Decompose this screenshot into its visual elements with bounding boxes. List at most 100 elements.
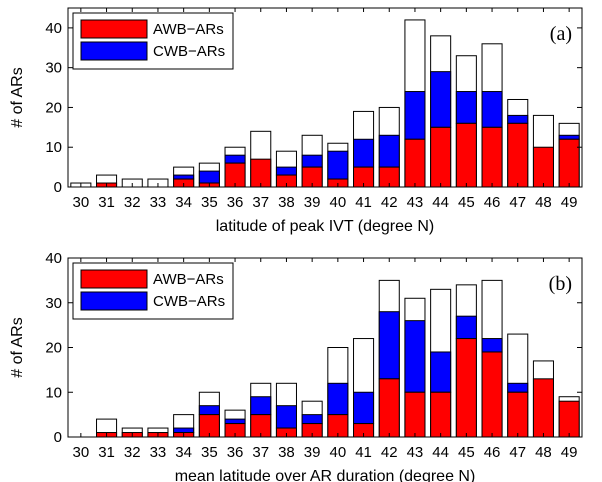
bar-cwb-43 <box>404 320 426 393</box>
bar-cwb-43 <box>404 91 426 140</box>
x-tick-label-31: 31 <box>98 194 115 211</box>
y-tick-label-10: 10 <box>45 139 62 156</box>
bar-cwb-41 <box>353 391 375 425</box>
y-tick-label-0: 0 <box>54 429 62 446</box>
x-tick-label-39: 39 <box>304 194 321 211</box>
bar-cwb-35 <box>198 405 220 416</box>
panel-a-y-axis-label: # of ARs <box>9 67 26 127</box>
panel-a-frame <box>67 7 583 188</box>
bar-cwb-47 <box>507 114 529 124</box>
bar-cwb-45 <box>455 315 477 340</box>
bar-cwb-46 <box>481 91 503 128</box>
x-tick-label-44: 44 <box>432 444 449 461</box>
bar-cwb-49 <box>558 134 580 140</box>
bar-cwb-36 <box>224 418 246 425</box>
x-tick-label-35: 35 <box>201 194 218 211</box>
bar-cwb-39 <box>301 414 323 425</box>
bar-cwb-35 <box>198 170 220 184</box>
panel-b-x-axis-label: mean latitude over AR duration (degree N… <box>175 468 476 482</box>
x-tick-label-33: 33 <box>150 194 167 211</box>
bar-awb-45 <box>455 122 477 188</box>
panel-a-legend: AWB−ARs CWB−ARs <box>72 12 234 70</box>
panel-a-y-axis: 0 10 20 30 40 <box>45 20 582 196</box>
x-tick-label-37: 37 <box>252 444 269 461</box>
bar-cwb-44 <box>430 71 452 128</box>
panel-b-bars <box>96 279 580 438</box>
panel-a-legend-label-cwb: CWB−ARs <box>153 43 225 60</box>
bar-awb-44 <box>430 126 452 188</box>
x-tick-label-48: 48 <box>535 194 552 211</box>
panel-b-y-axis-label: # of ARs <box>9 317 26 377</box>
x-tick-label-48: 48 <box>535 444 552 461</box>
x-tick-label-38: 38 <box>278 444 295 461</box>
bar-cwb-39 <box>301 154 323 168</box>
bar-awb-49 <box>558 138 580 188</box>
bar-cwb-38 <box>275 405 297 429</box>
x-tick-label-49: 49 <box>561 444 578 461</box>
x-tick-label-34: 34 <box>175 194 192 211</box>
y-tick-label-20: 20 <box>45 99 62 116</box>
x-tick-label-47: 47 <box>509 194 526 211</box>
x-tick-label-49: 49 <box>561 194 578 211</box>
panel-b-legend: AWB−ARs CWB−ARs <box>72 262 234 320</box>
x-tick-label-45: 45 <box>458 194 475 211</box>
bar-awb-43 <box>404 138 426 188</box>
x-tick-label-30: 30 <box>73 444 90 461</box>
x-tick-label-43: 43 <box>407 194 424 211</box>
x-tick-label-43: 43 <box>407 444 424 461</box>
bar-cwb-41 <box>353 138 375 168</box>
x-tick-label-42: 42 <box>381 194 398 211</box>
x-tick-label-46: 46 <box>484 444 501 461</box>
y-tick-label-30: 30 <box>45 60 62 77</box>
x-tick-label-30: 30 <box>73 194 90 211</box>
bar-cwb-34 <box>173 174 195 180</box>
panel-b-legend-swatch-awb <box>80 269 148 289</box>
x-tick-label-32: 32 <box>124 444 141 461</box>
bar-cwb-40 <box>327 382 349 416</box>
x-tick-label-40: 40 <box>330 194 347 211</box>
x-tick-label-38: 38 <box>278 194 295 211</box>
bar-cwb-34 <box>173 427 195 434</box>
bar-cwb-44 <box>430 351 452 393</box>
x-tick-label-35: 35 <box>201 444 218 461</box>
y-tick-label-10: 10 <box>45 384 62 401</box>
bar-cwb-36 <box>224 154 246 164</box>
bar-cwb-45 <box>455 91 477 124</box>
x-tick-label-44: 44 <box>432 194 449 211</box>
bar-awb-48 <box>532 378 554 438</box>
panel-a-legend-label-awb: AWB−ARs <box>153 21 224 38</box>
panel-b-tag: (b) <box>549 273 572 295</box>
x-tick-label-36: 36 <box>227 194 244 211</box>
panel-a-tag: (a) <box>550 23 572 45</box>
bar-cwb-42 <box>378 311 400 380</box>
bar-awb-48 <box>532 146 554 188</box>
bar-cwb-38 <box>275 166 297 176</box>
x-tick-label-37: 37 <box>252 194 269 211</box>
x-tick-label-42: 42 <box>381 444 398 461</box>
bar-awb-47 <box>507 391 529 438</box>
panel-b-x-axis: 30 31 32 33 34 35 36 37 38 39 40 41 42 43 44 45 46 47 48 49 <box>73 258 578 461</box>
bar-awb-46 <box>481 126 503 188</box>
bar-awb-49 <box>558 400 580 438</box>
panel-b: 0 10 20 30 40 30 31 32 33 34 35 36 37 38 39 40 41 42 43 44… <box>9 250 583 482</box>
y-tick-label-30: 30 <box>45 295 62 312</box>
panel-b-frame <box>67 257 583 438</box>
x-tick-label-32: 32 <box>124 194 141 211</box>
bar-cwb-40 <box>327 150 349 180</box>
x-tick-label-31: 31 <box>98 444 115 461</box>
bar-awb-47 <box>507 122 529 188</box>
x-tick-label-40: 40 <box>330 444 347 461</box>
x-tick-label-39: 39 <box>304 444 321 461</box>
panel-b-legend-swatch-cwb <box>80 291 148 311</box>
y-tick-label-0: 0 <box>54 179 62 196</box>
panel-a-x-axis: 30 31 32 33 34 35 36 37 38 39 40 41 42 43 44 45 46 47 48 49 <box>73 8 578 211</box>
panel-a: 0 10 20 30 40 30 31 32 33 34 35 36 37 38 39 40 41 42 43 44… <box>9 7 583 235</box>
bar-cwb-47 <box>507 382 529 393</box>
bar-cwb-46 <box>481 338 503 353</box>
x-tick-label-41: 41 <box>355 444 372 461</box>
bar-cwb-37 <box>250 396 272 416</box>
y-tick-label-40: 40 <box>45 250 62 267</box>
x-tick-label-34: 34 <box>175 444 192 461</box>
x-tick-label-46: 46 <box>484 194 501 211</box>
panel-b-legend-label-cwb: CWB−ARs <box>153 293 225 310</box>
